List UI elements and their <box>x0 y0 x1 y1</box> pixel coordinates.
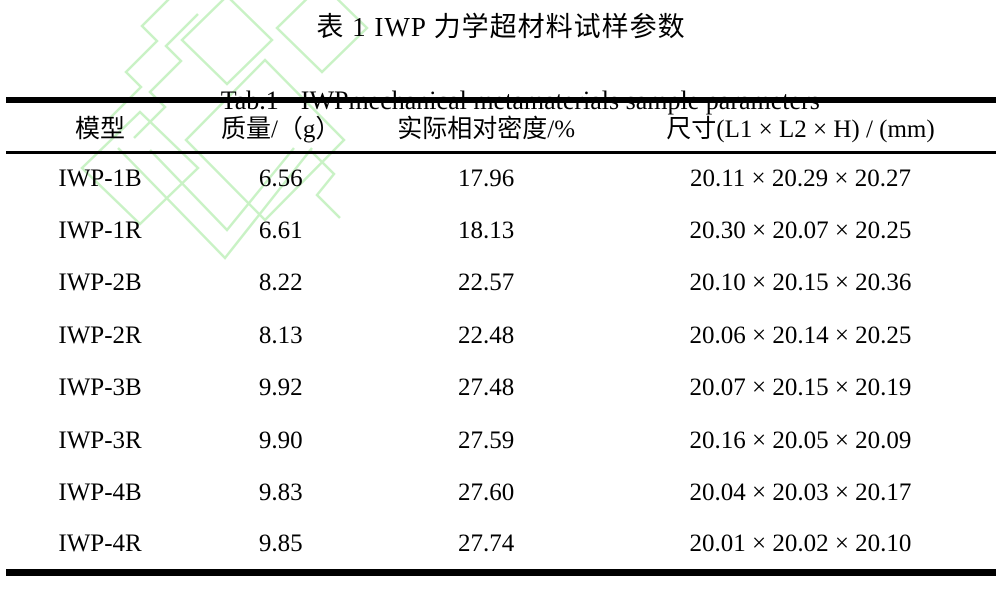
table-row: IWP-1R 6.61 18.13 20.30 × 20.07 × 20.25 <box>6 205 996 258</box>
column-header-dimensions: 尺寸(L1 × L2 × H) / (mm) <box>666 115 935 143</box>
table-row: IWP-2B 8.22 22.57 20.10 × 20.15 × 20.36 <box>6 257 996 310</box>
cell-relative-density: 22.57 <box>458 269 515 297</box>
cell-dimensions: 20.11 × 20.29 × 20.27 <box>689 165 911 192</box>
column-header-model: 模型 <box>75 115 126 143</box>
cell-dimensions: 20.04 × 20.03 × 20.17 <box>689 479 912 507</box>
cell-mass: 9.92 <box>258 374 303 402</box>
table-row: IWP-3R 9.90 27.59 20.16 × 20.05 × 20.09 <box>6 415 996 468</box>
sample-parameters-table: 模型 质量/（g） 实际相对密度/% 尺寸(L1 × L2 × H) / (mm… <box>6 97 996 576</box>
table-row: IWP-4R 9.85 27.74 20.01 × 20.02 × 20.10 <box>6 520 996 573</box>
table-header-row: 模型 质量/（g） 实际相对密度/% 尺寸(L1 × L2 × H) / (mm… <box>6 100 996 152</box>
column-header-mass: 质量/（g） <box>220 115 341 143</box>
cell-mass: 6.56 <box>258 165 303 192</box>
cell-mass: 9.83 <box>258 479 303 507</box>
table-body: IWP-1B 6.56 17.96 20.11 × 20.29 × 20.27 IWP-… <box>6 152 996 572</box>
table-header: 模型 质量/（g） 实际相对密度/% 尺寸(L1 × L2 × H) / (mm… <box>6 100 996 152</box>
cell-mass: 9.85 <box>258 530 303 557</box>
cell-relative-density: 18.13 <box>458 216 515 244</box>
cell-mass: 8.13 <box>258 321 303 349</box>
cell-model: IWP-3R <box>58 426 142 454</box>
table-row: IWP-4B 9.83 27.60 20.04 × 20.03 × 20.17 <box>6 467 996 520</box>
cell-mass: 6.61 <box>258 216 303 244</box>
cell-dimensions: 20.10 × 20.15 × 20.36 <box>689 269 912 297</box>
cell-model: IWP-4B <box>58 479 142 507</box>
cell-relative-density: 27.74 <box>458 530 515 557</box>
cell-model: IWP-4R <box>58 530 142 557</box>
cell-relative-density: 22.48 <box>458 321 515 349</box>
cell-mass: 8.22 <box>258 269 303 297</box>
table-caption-zh: 表 1 IWP 力学超材料试样参数 <box>316 12 686 42</box>
cell-dimensions: 20.06 × 20.14 × 20.25 <box>689 321 912 349</box>
cell-relative-density: 27.48 <box>458 374 515 402</box>
column-header-relative-density: 实际相对密度/% <box>397 115 576 143</box>
table-row: IWP-3B 9.92 27.48 20.07 × 20.15 × 20.19 <box>6 362 996 415</box>
cell-dimensions: 20.07 × 20.15 × 20.19 <box>689 374 912 402</box>
table-row: IWP-2R 8.13 22.48 20.06 × 20.14 × 20.25 <box>6 310 996 363</box>
cell-model: IWP-2R <box>58 321 142 349</box>
cell-model: IWP-3B <box>58 374 142 402</box>
cell-dimensions: 20.01 × 20.02 × 20.10 <box>689 530 912 557</box>
cell-relative-density: 27.60 <box>458 479 515 507</box>
cell-model: IWP-1R <box>58 216 142 244</box>
cell-mass: 9.90 <box>258 426 303 454</box>
cell-model: IWP-1B <box>58 165 142 192</box>
cell-model: IWP-2B <box>58 269 142 297</box>
table-row: IWP-1B 6.56 17.96 20.11 × 20.29 × 20.27 <box>6 152 996 205</box>
cell-relative-density: 17.96 <box>458 165 515 192</box>
cell-dimensions: 20.16 × 20.05 × 20.09 <box>689 426 912 454</box>
cell-dimensions: 20.30 × 20.07 × 20.25 <box>689 216 912 244</box>
cell-relative-density: 27.59 <box>458 426 515 454</box>
